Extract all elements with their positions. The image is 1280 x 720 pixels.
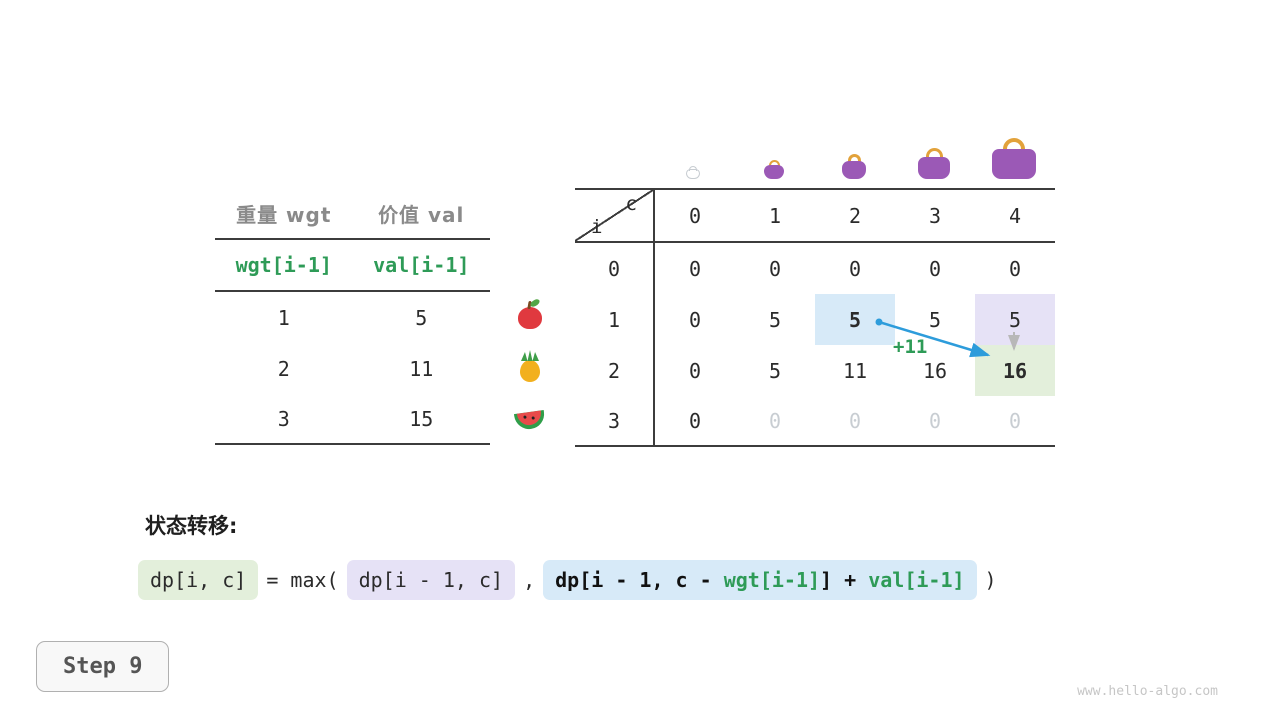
bag-handle <box>925 148 943 159</box>
table-row: 2 11 <box>215 343 490 394</box>
val-formula-label: val[i-1] <box>373 253 470 277</box>
dp-cell: 0 <box>688 358 702 383</box>
dp-cell: 0 <box>848 256 862 281</box>
handbag-icon-medium <box>842 154 866 179</box>
bag-body <box>764 165 784 179</box>
weight-value-table: 重量 wgt 价值 val wgt[i-1] val[i-1] 1 5 2 11… <box>215 188 490 445</box>
bag-handle <box>768 160 780 167</box>
dp-cell-source-highlight: 5 <box>815 294 895 345</box>
step-badge: Step 9 <box>36 641 170 692</box>
dp-cell: 0 <box>1008 256 1022 281</box>
dp-current-term: dp[i, c] <box>138 560 259 600</box>
pineapple-icon <box>520 350 540 382</box>
dp-col-header: 1 <box>768 203 782 228</box>
bag-handle <box>847 154 861 163</box>
bag-handle <box>1003 138 1025 151</box>
dp-cell: 5 <box>768 358 782 383</box>
dp-cell: 0 <box>688 408 702 433</box>
dp-cell: 16 <box>922 358 948 383</box>
weight-column-header: 重量 wgt <box>236 202 332 227</box>
capacity-axis-label: c <box>625 193 637 215</box>
table-row: 3 15 <box>215 394 490 445</box>
dp-col-header: 0 <box>688 203 702 228</box>
dp-col-header: 3 <box>928 203 942 228</box>
dp-cell: 0 <box>688 256 702 281</box>
weight-cell: 3 <box>277 406 290 431</box>
take-term-val: val[i-1] <box>868 568 965 592</box>
value-cell: 15 <box>409 406 434 431</box>
apple-icon <box>518 307 542 329</box>
handbag-icon-ghost <box>686 166 700 179</box>
watermark: www.hello-algo.com <box>1077 684 1218 699</box>
value-column-header: 价值 val <box>378 202 465 227</box>
equals-max-text: = max( <box>266 568 339 592</box>
close-paren-text: ) <box>984 568 997 592</box>
take-term-wgt: wgt[i-1] <box>723 568 821 592</box>
handbag-icon-small <box>764 160 784 179</box>
dp-cell: 0 <box>1008 408 1022 433</box>
value-cell: 5 <box>415 305 428 330</box>
wgt-formula-label: wgt[i-1] <box>235 253 332 277</box>
dp-row: 2 0 5 11 16 16 <box>575 345 1055 396</box>
dp-cell-skip-highlight: 5 <box>975 294 1055 345</box>
dp-cell: 0 <box>848 408 862 433</box>
handbag-icon-large <box>918 148 950 179</box>
bag-body <box>842 161 866 179</box>
comma-text: , <box>523 568 536 592</box>
dp-col-header: 2 <box>848 203 862 228</box>
weight-value-subheader-row: wgt[i-1] val[i-1] <box>215 240 490 292</box>
dp-cell: 0 <box>928 256 942 281</box>
value-cell: 11 <box>409 356 434 381</box>
dp-col-header: 4 <box>1008 203 1022 228</box>
take-term-prefix: dp[i - 1, c - <box>555 568 724 592</box>
dp-cell: 11 <box>842 358 868 383</box>
dp-cell-current-highlight: 16 <box>975 345 1055 396</box>
weight-cell: 2 <box>277 356 290 381</box>
dp-row: 0 0 0 0 0 0 <box>575 243 1055 294</box>
dp-cell: 0 <box>928 408 942 433</box>
state-transition-formula: dp[i, c] = max( dp[i - 1, c] , dp[i - 1,… <box>138 560 997 600</box>
take-term-mid: ] + <box>820 568 869 592</box>
dp-row: 3 0 0 0 0 0 <box>575 396 1055 447</box>
dp-skip-term: dp[i - 1, c] <box>346 560 516 600</box>
watermelon-icon <box>513 409 547 432</box>
item-axis-label: i <box>591 216 603 238</box>
plus-value-annotation: +11 <box>893 336 928 358</box>
bag-handle <box>689 166 697 171</box>
bag-body <box>918 157 950 179</box>
dp-row-header: 0 <box>575 243 655 294</box>
dp-cell: 0 <box>768 408 782 433</box>
state-transition-title: 状态转移: <box>145 514 238 538</box>
dp-cell: 0 <box>688 307 702 332</box>
bag-body <box>992 149 1036 179</box>
dp-cell: 5 <box>768 307 782 332</box>
dp-table: c i 0 1 2 3 4 0 0 0 0 0 0 1 0 5 5 5 5 2 … <box>575 188 1055 447</box>
table-row: 1 5 <box>215 292 490 343</box>
weight-cell: 1 <box>277 305 290 330</box>
weight-value-header-row: 重量 wgt 价值 val <box>215 188 490 240</box>
dp-take-term: dp[i - 1, c - wgt[i-1]] + val[i-1] <box>543 560 977 600</box>
dp-cell: 0 <box>768 256 782 281</box>
corner-cell: c i <box>575 190 655 241</box>
dp-row-header: 3 <box>575 396 655 445</box>
dp-row-header: 2 <box>575 345 655 396</box>
dp-header-row: c i 0 1 2 3 4 <box>575 188 1055 243</box>
bag-body <box>686 169 700 179</box>
dp-row-header: 1 <box>575 294 655 345</box>
dp-row: 1 0 5 5 5 5 <box>575 294 1055 345</box>
handbag-icon-xlarge <box>992 138 1036 179</box>
